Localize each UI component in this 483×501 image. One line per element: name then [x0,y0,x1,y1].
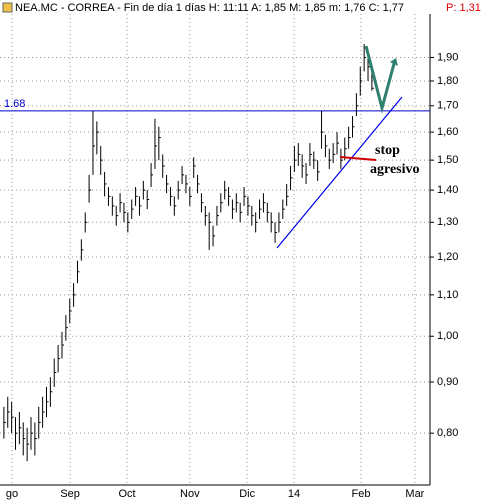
header-extra: P: 1,31 [446,2,481,14]
header-title: NEA.MC - CORREA - Fin de día 1 días H: 1… [15,2,404,14]
annotation: stop [375,143,400,158]
y-tick-label: 1,00 [437,330,458,342]
x-tick-label: Nov [180,488,200,500]
trend-line [276,96,403,249]
stop-line [339,156,377,161]
y-tick-label: 1,10 [437,289,458,301]
icon [2,2,13,13]
reference-label: 1.68 [4,98,25,110]
y-tick-label: 0,90 [437,376,458,388]
y-tick-label: 1,80 [437,75,458,87]
x-tick-label: Dic [239,488,255,500]
y-tick-label: 1,70 [437,100,458,112]
y-tick-label: 1,20 [437,251,458,263]
x-tick-label: Oct [119,488,136,500]
y-tick-label: 1,40 [437,184,458,196]
y-tick-label: 1,50 [437,154,458,166]
arrow-head [390,58,398,66]
x-tick-label: 14 [288,488,300,500]
y-tick-label: 1,90 [437,51,458,63]
x-tick-label: Sep [60,488,80,500]
y-tick-label: 1,30 [437,216,458,228]
y-tick-label: 0,80 [437,427,458,439]
x-tick-label: Mar [405,488,424,500]
arrow [364,45,397,114]
annotation: agresivo [370,162,420,177]
x-tick-label: Feb [352,488,371,500]
x-tick-label: go [6,488,18,500]
y-tick-label: 1,60 [437,126,458,138]
